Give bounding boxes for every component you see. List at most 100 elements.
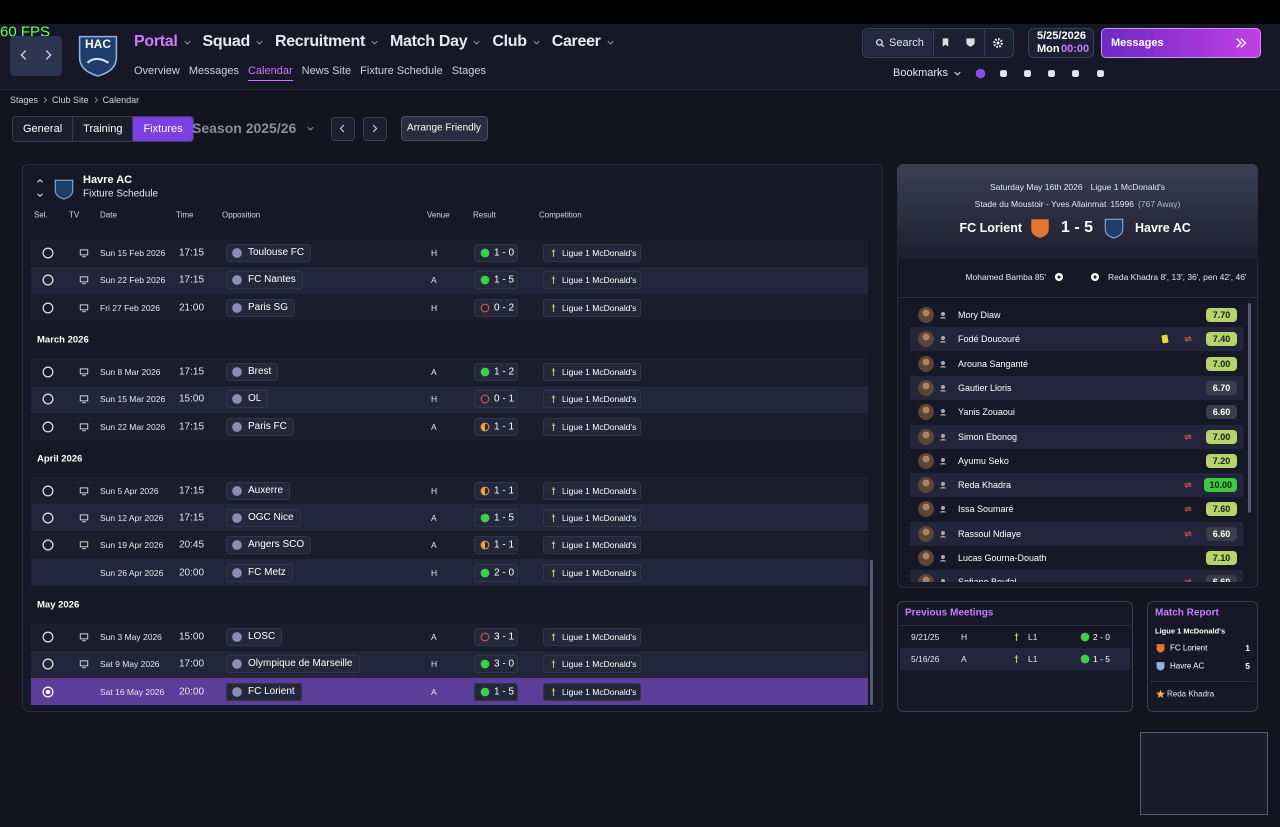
opponent-chip[interactable]: Angers SCO <box>226 536 312 555</box>
competition-chip <box>543 481 641 500</box>
search-button[interactable] <box>864 30 932 56</box>
nav-label[interactable]: Portal <box>134 33 178 50</box>
breadcrumb-item[interactable]: Stages <box>10 95 39 105</box>
result-chip <box>474 362 518 381</box>
player-row[interactable] <box>910 473 1243 498</box>
nav-label[interactable]: Match Day <box>390 33 468 50</box>
nav-item[interactable]: Match Day <box>390 33 482 51</box>
sub-nav-item[interactable]: Calendar <box>247 65 293 81</box>
player-row[interactable] <box>910 424 1243 449</box>
fixture-row[interactable] <box>31 477 868 504</box>
sub-nav-item[interactable]: Overview <box>134 65 180 77</box>
player-name[interactable]: Rassoul Ndiaye <box>958 528 1022 539</box>
opponent-chip[interactable]: FC Metz <box>226 563 293 582</box>
fixture-row[interactable] <box>31 559 868 587</box>
player-name[interactable]: Issa Soumaré <box>958 504 1014 515</box>
opponent-chip[interactable]: FC Nantes <box>226 271 303 290</box>
nav-item[interactable]: Portal <box>134 33 193 51</box>
tv-icon-part <box>79 304 89 311</box>
fixture-row[interactable] <box>31 385 868 413</box>
position-icon-part <box>941 555 945 559</box>
player-name[interactable]: Simon Ebonog <box>958 431 1018 442</box>
fixture-row[interactable] <box>31 413 868 440</box>
match-report-panel[interactable] <box>1147 601 1258 712</box>
arrange-label[interactable]: Arrange Friendly <box>407 122 481 134</box>
substitution-icon-part <box>1184 433 1192 440</box>
fixture-row[interactable] <box>31 531 868 559</box>
search-label[interactable]: Search <box>889 37 924 49</box>
nav-item[interactable]: Club <box>492 33 541 51</box>
fixture-time: 17:15 <box>179 247 205 259</box>
away-team[interactable]: Havre AC <box>1135 221 1191 235</box>
fixture-venue: A <box>431 631 437 642</box>
fixture-row[interactable] <box>31 266 868 294</box>
nav-label[interactable]: Squad <box>202 33 251 50</box>
opponent-chip[interactable]: Toulouse FC <box>226 243 312 262</box>
panel-title[interactable]: Match Report <box>1155 607 1219 619</box>
opponent-chip[interactable]: Auxerre <box>226 481 291 500</box>
position-icon-part <box>940 487 946 489</box>
messages-label[interactable]: Messages <box>1111 37 1164 49</box>
home-team[interactable]: FC Lorient <box>959 221 1023 235</box>
nav-item[interactable]: Career <box>552 33 616 51</box>
player-name[interactable]: Gautier Lloris <box>958 382 1012 393</box>
nav-label[interactable]: Club <box>492 33 527 50</box>
nav-chevron <box>183 40 191 45</box>
player-name[interactable]: Arouna Sanganté <box>958 358 1029 369</box>
nav-label[interactable]: Career <box>551 33 601 50</box>
tab[interactable]: Training <box>72 117 132 141</box>
player-name[interactable]: Reda Khadra <box>958 480 1012 491</box>
opponent-chip[interactable]: OGC Nice <box>226 508 301 527</box>
fixture-row[interactable] <box>31 294 868 322</box>
fixture-row[interactable] <box>31 650 868 678</box>
sub-nav-item[interactable]: Stages <box>451 65 486 77</box>
nav-item[interactable]: Squad <box>203 33 265 51</box>
select-radio <box>42 658 54 670</box>
player-row[interactable] <box>910 570 1243 582</box>
prev-season[interactable] <box>331 117 355 141</box>
bookmarks-label[interactable]: Bookmarks <box>893 67 949 79</box>
home-scorers: Mohamed Bamba 85' <box>965 272 1046 282</box>
opponent-chip[interactable]: Olympique de Marseille <box>226 655 360 674</box>
sub-nav-item[interactable]: News Site <box>301 65 352 77</box>
breadcrumb-separator-part <box>94 97 98 103</box>
club-badge-shape-part <box>86 57 110 64</box>
opponent-chip[interactable]: Brest <box>226 362 279 381</box>
player-name[interactable]: Yanis Zouaoui <box>958 407 1015 418</box>
fixture-row[interactable] <box>31 358 868 386</box>
breadcrumb-item[interactable]: Club Site <box>52 95 89 105</box>
fixture-row[interactable] <box>31 504 868 532</box>
nav-item[interactable]: Recruitment <box>275 33 380 51</box>
fixture-row[interactable] <box>31 678 868 705</box>
next-season[interactable] <box>363 117 387 141</box>
player-row[interactable] <box>910 375 1243 400</box>
tab[interactable]: Fixtures <box>132 117 193 141</box>
breadcrumb-item[interactable]: Calendar <box>102 95 140 105</box>
opponent-chip[interactable]: LOSC <box>226 627 283 646</box>
player-name[interactable]: Mory Diaw <box>958 310 1001 320</box>
fixture-row[interactable] <box>31 239 868 267</box>
player-name[interactable]: Sofiane Boufal <box>958 577 1017 582</box>
sub-nav-item[interactable]: Fixture Schedule <box>360 65 443 77</box>
fixture-row[interactable] <box>31 623 868 651</box>
competition-icon <box>551 541 556 550</box>
opponent-chip[interactable]: FC Lorient <box>226 682 302 701</box>
opponent-chip[interactable]: Paris FC <box>226 417 294 436</box>
player-row[interactable] <box>910 327 1243 352</box>
divider <box>897 625 1133 626</box>
nav-label[interactable]: Recruitment <box>274 33 366 50</box>
player-name[interactable]: Fodé Doucouré <box>958 334 1021 345</box>
arrange-button[interactable] <box>401 116 488 141</box>
player-name[interactable]: Ayumu Seko <box>958 455 1009 466</box>
tab[interactable]: General <box>23 123 63 135</box>
player-name[interactable]: Lucas Gourna-Douath <box>958 553 1047 563</box>
messages-button[interactable] <box>1101 28 1261 58</box>
panel-title: Previous Meetings <box>905 607 994 619</box>
opponent-badge <box>232 421 242 432</box>
sub-nav-item[interactable]: Messages <box>188 65 239 77</box>
player-row[interactable] <box>910 521 1243 546</box>
season-label[interactable]: Season 2025/26 <box>192 120 297 136</box>
back-icon <box>20 50 27 60</box>
fixture-competition: Ligue 1 McDonald's <box>562 247 637 258</box>
opponent-chip[interactable]: Paris SG <box>226 298 296 317</box>
